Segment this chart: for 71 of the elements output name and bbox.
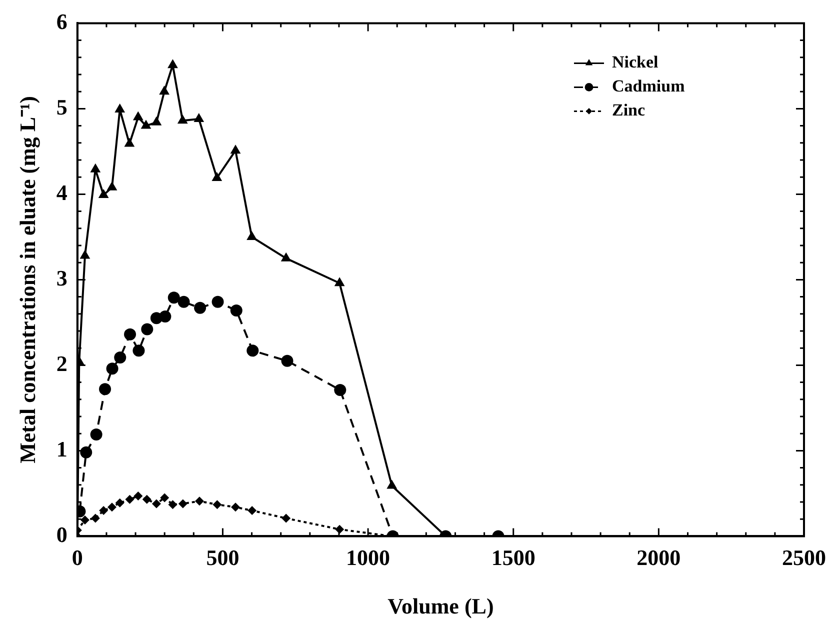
point — [99, 506, 108, 516]
point — [159, 86, 170, 95]
point — [280, 252, 292, 262]
point — [132, 111, 144, 120]
point — [80, 446, 92, 458]
x-axis-title: Volume (L) — [388, 593, 494, 618]
point — [168, 292, 180, 304]
point — [212, 500, 222, 510]
y-tick-label: 2 — [56, 350, 68, 376]
point — [115, 498, 124, 508]
point — [212, 296, 224, 308]
point — [281, 354, 294, 367]
point — [152, 499, 161, 508]
point — [80, 250, 90, 259]
point — [334, 384, 346, 396]
legend-label: Zinc — [612, 100, 646, 120]
y-tick-label: 0 — [56, 522, 68, 547]
y-tick-label: 5 — [56, 94, 68, 120]
point — [178, 296, 190, 308]
x-tick-label: 1500 — [491, 545, 536, 570]
point — [282, 514, 291, 523]
point — [212, 172, 222, 181]
legend-label: Nickel — [612, 52, 659, 72]
point — [178, 499, 188, 508]
point — [194, 112, 204, 122]
point — [194, 302, 206, 314]
x-tick-label: 2500 — [782, 545, 826, 570]
point — [246, 230, 257, 240]
point — [168, 59, 178, 68]
y-tick-label: 4 — [56, 180, 68, 205]
point — [106, 181, 118, 190]
x-tick-label: 0 — [72, 545, 83, 570]
point — [132, 344, 145, 357]
x-tick-label: 2000 — [636, 545, 681, 570]
point — [151, 116, 162, 126]
y-tick-label: 6 — [56, 8, 68, 34]
point — [90, 163, 101, 172]
point — [142, 494, 152, 504]
point — [134, 492, 143, 501]
point — [159, 310, 172, 322]
point — [124, 138, 135, 147]
point — [98, 189, 109, 198]
point — [246, 344, 259, 357]
point — [107, 502, 116, 512]
point — [177, 114, 188, 124]
point — [125, 494, 134, 504]
y-tick-label: 3 — [56, 265, 68, 290]
point — [106, 362, 118, 375]
y-axis-title: Metal concentrations in eluate (mg L⁻¹) — [14, 96, 40, 464]
point — [80, 515, 90, 524]
point — [168, 500, 178, 510]
point — [231, 502, 240, 512]
point — [230, 304, 242, 316]
point — [248, 506, 257, 516]
point — [334, 277, 345, 286]
point — [124, 328, 136, 340]
point — [194, 496, 204, 506]
legend-label: Cadmium — [612, 76, 685, 96]
x-tick-label: 1000 — [346, 545, 390, 570]
point — [90, 428, 102, 440]
point — [114, 352, 126, 364]
point — [140, 120, 152, 129]
y-tick-label: 1 — [56, 436, 68, 462]
point — [90, 514, 100, 523]
point — [230, 144, 241, 154]
x-tick-label: 500 — [206, 545, 240, 570]
point — [141, 323, 154, 336]
point — [160, 493, 170, 502]
point — [114, 104, 126, 113]
point — [99, 383, 112, 396]
point — [335, 524, 344, 534]
